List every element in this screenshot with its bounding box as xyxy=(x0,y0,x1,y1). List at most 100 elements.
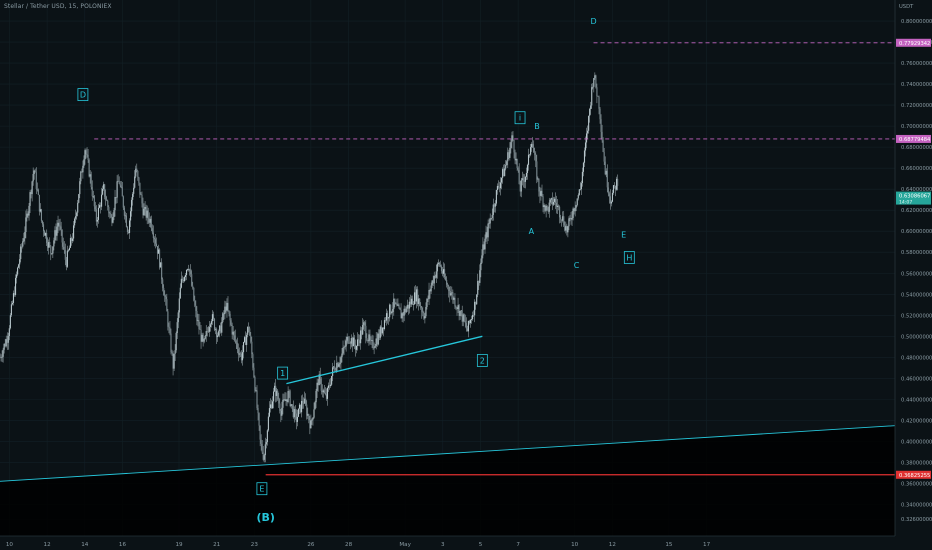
candle-body xyxy=(613,185,616,186)
candle-body xyxy=(387,313,389,319)
candle-body xyxy=(140,194,142,196)
candle-body xyxy=(372,340,374,349)
candle-body xyxy=(308,414,310,421)
candle-body xyxy=(256,390,258,409)
candle-body xyxy=(437,262,439,264)
y-tick-label: 0.50000000 xyxy=(901,334,932,340)
candle-body xyxy=(472,315,474,320)
candle-body xyxy=(456,307,458,310)
candle-body xyxy=(609,196,611,204)
candle-body xyxy=(81,171,83,173)
candle-body xyxy=(351,338,353,347)
wave-label: E xyxy=(259,485,264,494)
candle-body xyxy=(52,246,54,254)
y-tick-label: 0.64000000 xyxy=(901,187,932,193)
candle-body xyxy=(24,232,26,239)
candle-body xyxy=(324,392,326,395)
candle-body xyxy=(199,329,201,330)
candle-body xyxy=(0,357,2,359)
candle-body xyxy=(327,385,330,388)
x-tick-label: 26 xyxy=(307,542,315,548)
candle-body xyxy=(377,333,379,345)
candle-body xyxy=(156,246,159,254)
candle-body xyxy=(362,324,364,335)
candle-body xyxy=(550,197,552,200)
candle-body xyxy=(10,304,12,316)
candle-body xyxy=(284,399,286,401)
candle-body xyxy=(427,298,429,300)
candle-body xyxy=(88,159,90,177)
candle-body xyxy=(107,200,109,207)
candle-body xyxy=(306,404,308,416)
candle-body xyxy=(263,455,265,460)
candle-body xyxy=(50,245,52,254)
candle-body xyxy=(178,298,180,313)
y-tick-label: 0.56000000 xyxy=(901,271,932,277)
candle-body xyxy=(549,199,551,203)
candle-body xyxy=(150,218,152,229)
trendline-lower-channel[interactable] xyxy=(0,425,896,482)
candle-body xyxy=(123,207,125,216)
candle-body xyxy=(159,249,161,268)
candle-body xyxy=(478,280,480,283)
candle-body xyxy=(133,187,135,194)
candle-body xyxy=(179,287,181,299)
candle-body xyxy=(418,298,420,304)
candle-body xyxy=(529,154,531,156)
candle-body xyxy=(93,196,95,207)
candle-body xyxy=(376,338,378,345)
candle-body xyxy=(283,399,285,400)
candle-body xyxy=(85,150,87,155)
candle-body xyxy=(200,329,202,342)
wave-label: D xyxy=(80,91,86,100)
candle-body xyxy=(286,399,288,403)
x-tick-label: 15 xyxy=(665,542,673,548)
candle-body xyxy=(540,190,542,196)
candle-body xyxy=(365,325,367,338)
candle-body xyxy=(16,274,18,278)
wave-label: H xyxy=(626,253,632,262)
price-tag-label: 0.36825255 xyxy=(899,473,930,479)
candle-body xyxy=(600,119,602,132)
candle-body xyxy=(239,353,241,355)
candle-body xyxy=(5,339,7,347)
candle-body xyxy=(203,338,205,342)
candle-body xyxy=(476,294,478,305)
candle-body xyxy=(257,408,259,414)
candle-body xyxy=(503,169,505,177)
y-tick-label: 0.80000000 xyxy=(901,19,932,25)
candle-body xyxy=(91,187,93,197)
candle-body xyxy=(259,425,261,440)
candle-body xyxy=(288,391,290,392)
candle-body xyxy=(222,313,224,322)
candle-body xyxy=(204,335,206,339)
candle-body xyxy=(416,289,418,302)
candle-body xyxy=(209,324,211,328)
candle-body xyxy=(285,399,287,401)
candle-body xyxy=(206,331,208,332)
candle-body xyxy=(291,404,293,406)
candle-body xyxy=(537,178,539,180)
candle-body xyxy=(469,320,472,324)
candle-body xyxy=(132,193,134,200)
candle-body xyxy=(35,172,37,189)
candle-body xyxy=(166,299,168,312)
candle-body xyxy=(31,181,33,195)
trendline-wave-1-2[interactable] xyxy=(286,335,483,385)
candle-body xyxy=(158,249,160,254)
candle-body xyxy=(193,287,195,301)
candle-body xyxy=(397,304,399,306)
candle-body xyxy=(428,289,430,300)
candle-body xyxy=(538,178,540,192)
candle-body xyxy=(552,201,554,205)
candle-body xyxy=(588,115,590,131)
candle-body xyxy=(253,367,255,378)
candle-body xyxy=(433,275,435,284)
candle-body xyxy=(130,211,132,221)
candle-body xyxy=(104,184,106,197)
candle-body xyxy=(422,312,424,314)
candle-body xyxy=(602,140,604,153)
candle-body xyxy=(138,177,140,183)
candle-body xyxy=(330,384,332,387)
